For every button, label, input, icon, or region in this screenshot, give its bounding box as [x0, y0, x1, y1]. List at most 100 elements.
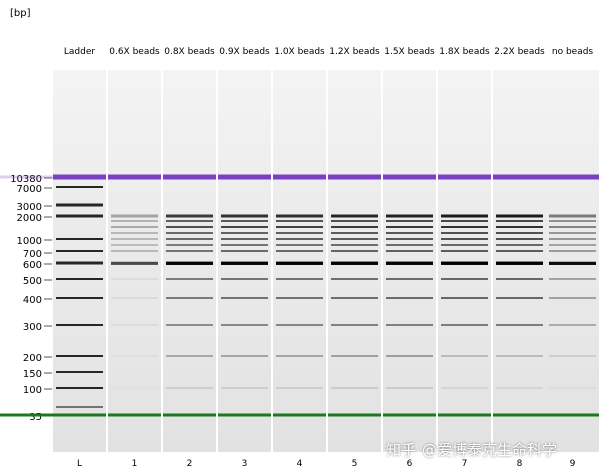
sample-band	[386, 297, 433, 299]
sample-band	[496, 244, 543, 246]
sample-band	[276, 244, 323, 246]
upper-marker-band	[438, 174, 491, 180]
sample-band	[386, 278, 433, 280]
unit-label: [bp]	[10, 8, 31, 19]
upper-marker-band	[383, 174, 436, 180]
lane-background	[383, 70, 436, 452]
size-label: 200	[23, 353, 42, 364]
ladder-band	[56, 371, 103, 373]
sample-band	[166, 278, 213, 280]
lane-ladder	[53, 70, 106, 452]
sample-band	[111, 220, 158, 222]
sample-band	[496, 324, 543, 326]
sample-band	[166, 387, 213, 389]
sample-band	[276, 214, 323, 218]
sample-band	[386, 214, 433, 218]
lower-marker-band	[328, 413, 381, 417]
sample-band	[549, 214, 596, 218]
sample-band	[496, 297, 543, 299]
ladder-band	[56, 250, 103, 252]
sample-band	[549, 297, 596, 299]
lane-number: 7	[462, 459, 468, 469]
lanes	[0, 70, 599, 452]
upper-marker-band	[218, 174, 271, 180]
lower-marker-band	[546, 413, 599, 417]
sample-band	[549, 238, 596, 240]
sample-band	[386, 324, 433, 326]
sample-band	[496, 226, 543, 228]
lane-header: 2.2X beads	[494, 47, 545, 57]
lane-header: 0.6X beads	[109, 47, 160, 57]
ladder-band	[56, 324, 103, 326]
sample-band	[111, 250, 158, 252]
lane-number: 6	[407, 459, 413, 469]
sample-band	[441, 214, 488, 218]
sample-band	[166, 262, 213, 265]
sample-band	[496, 232, 543, 234]
sample-band	[276, 278, 323, 280]
sample-band	[331, 262, 378, 265]
ladder-band	[56, 297, 103, 299]
lane-background	[53, 70, 106, 452]
sample-band	[276, 220, 323, 222]
sample-band	[166, 250, 213, 252]
sample-band	[549, 262, 596, 265]
sample-band	[276, 238, 323, 240]
lane-sample-4	[273, 70, 326, 452]
sample-band	[221, 232, 268, 234]
sample-band	[111, 214, 158, 218]
sample-band	[386, 262, 433, 265]
sample-band	[441, 297, 488, 299]
lower-marker-band	[53, 413, 106, 417]
lower-marker-band	[218, 413, 271, 417]
sample-band	[386, 250, 433, 252]
sample-band	[166, 232, 213, 234]
sample-band	[111, 324, 158, 326]
watermark: 知乎 @爱博泰克生命科学	[386, 438, 600, 460]
sample-band	[549, 244, 596, 246]
sample-band	[441, 355, 488, 357]
sample-band	[221, 262, 268, 265]
sample-band	[496, 278, 543, 280]
sample-band	[276, 297, 323, 299]
sample-band	[111, 244, 158, 246]
sample-band	[331, 355, 378, 357]
lane-sample-5	[328, 70, 381, 452]
sample-band	[111, 278, 158, 280]
sample-band	[331, 232, 378, 234]
sample-band	[441, 324, 488, 326]
upper-marker-line	[0, 175, 53, 179]
sample-band	[276, 387, 323, 389]
lower-marker-band	[273, 413, 326, 417]
lane-background	[438, 70, 491, 452]
lane-header: 0.9X beads	[219, 47, 270, 57]
sample-band	[111, 226, 158, 228]
lane-number: L	[77, 459, 82, 469]
sample-band	[276, 355, 323, 357]
lane-sample-3	[218, 70, 271, 452]
sample-band	[221, 387, 268, 389]
lane-background	[493, 70, 546, 452]
lane-background	[328, 70, 381, 452]
upper-marker-band	[546, 174, 599, 180]
sample-band	[549, 226, 596, 228]
lane-header: 1.2X beads	[329, 47, 380, 57]
sample-band	[331, 250, 378, 252]
sample-band	[549, 278, 596, 280]
sample-band	[441, 387, 488, 389]
sample-band	[549, 232, 596, 234]
sample-band	[221, 220, 268, 222]
size-label: 35	[29, 412, 42, 423]
lower-marker-band	[163, 413, 216, 417]
sample-band	[221, 250, 268, 252]
sample-band	[386, 238, 433, 240]
sample-band	[496, 238, 543, 240]
sample-band	[496, 387, 543, 389]
lane-header: 1.0X beads	[274, 47, 325, 57]
lane-number: 5	[352, 459, 358, 469]
sample-band	[111, 262, 158, 265]
sample-band	[441, 232, 488, 234]
sample-band	[441, 226, 488, 228]
sample-band	[549, 355, 596, 357]
ladder-band	[56, 238, 103, 240]
